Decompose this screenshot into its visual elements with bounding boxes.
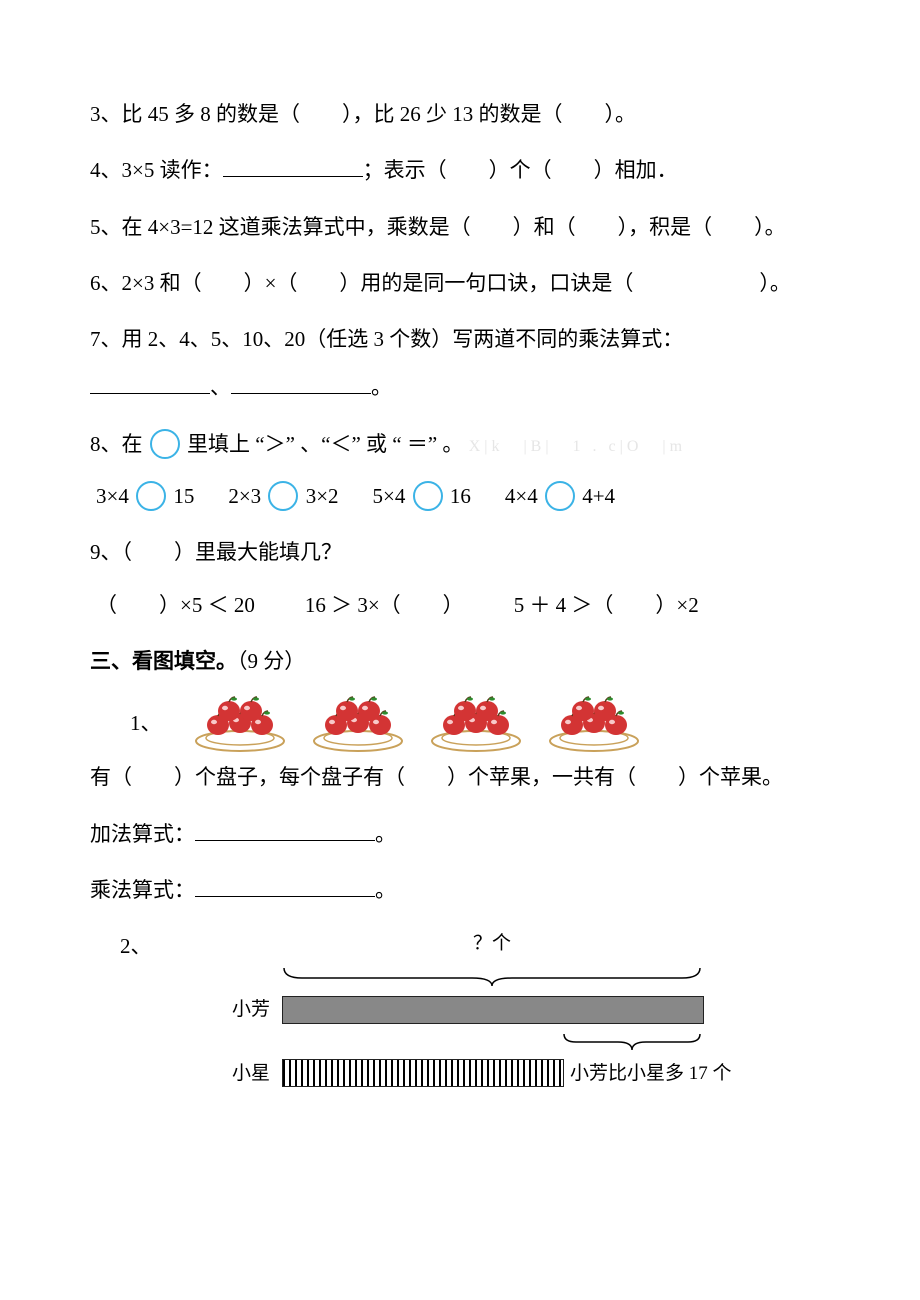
q9-lead: 9、（ ）里最大能填几？ xyxy=(90,528,830,576)
q8-lead-a: 8、在 xyxy=(90,432,143,456)
bar-diff-text: 小芳比小星多 17 个 xyxy=(564,1052,732,1096)
q8-item-c: 5×4 16 xyxy=(373,472,471,520)
q7-end: 。 xyxy=(371,375,392,399)
question-3: 3、比 45 多 8 的数是（ ），比 26 少 13 的数是（ ）。 xyxy=(90,90,830,138)
apple-plate-icon xyxy=(310,693,406,753)
q7-lead: 7、用 2、4、5、10、20（任选 3 个数）写两道不同的乘法算式： xyxy=(90,315,830,363)
q9-row: （ ）×5 ＜ 20 16 ＞ 3×（ ） 5 ＋ 4 ＞（ ）×2 xyxy=(90,581,830,629)
q8-c-left: 5×4 xyxy=(373,484,406,508)
sec3-q2-num: 2、 xyxy=(90,922,210,970)
bar-xing xyxy=(282,1059,564,1087)
bar-diagram: ？个 小芳 小星 xyxy=(210,922,732,1095)
sec3-q1-add: 加法算式： 。 xyxy=(90,810,830,858)
q7-blank-1 xyxy=(90,370,210,394)
q9-item-c: 5 ＋ 4 ＞（ ）×2 xyxy=(514,581,699,629)
mul-end: 。 xyxy=(375,878,396,902)
question-9: 9、（ ）里最大能填几？ （ ）×5 ＜ 20 16 ＞ 3×（ ） 5 ＋ 4… xyxy=(90,528,830,629)
bar-xing-row: 小星 小芳比小星多 17 个 xyxy=(210,1052,732,1096)
sec3-q1-num: 1、 xyxy=(130,699,162,747)
sec3-points: （9 分） xyxy=(237,649,305,673)
q8-c-right: 16 xyxy=(450,484,471,508)
sec3-q1-text: 有（ ）个盘子，每个盘子有（ ）个苹果，一共有（ ）个苹果。 xyxy=(90,753,830,801)
brace-icon xyxy=(282,966,702,986)
sec3-title: 三、看图填空。 xyxy=(90,649,237,673)
bar-top-brace xyxy=(282,966,702,986)
q8-row: 3×4 15 2×3 3×2 5×4 16 4×4 4+4 xyxy=(90,472,830,520)
bar-qmark-row: ？个 xyxy=(210,922,732,966)
question-8: 8、在 里填上 “＞” 、“＜” 或 “ ＝” 。 X|k |B| 1 . c|… xyxy=(90,420,830,521)
question-5: 5、在 4×3=12 这道乘法算式中，乘数是（ ）和（ ），积是（ ）。 xyxy=(90,203,830,251)
circle-icon xyxy=(268,481,298,511)
bar-xing-wrap: 小芳比小星多 17 个 xyxy=(282,1052,732,1096)
q4-blank xyxy=(223,153,363,177)
circle-icon xyxy=(413,481,443,511)
bar-fang-label: 小芳 xyxy=(210,988,282,1032)
apple-plate-icon xyxy=(546,693,642,753)
sec3-q1-figure: 1、 xyxy=(90,693,830,753)
q8-a-right: 15 xyxy=(173,484,194,508)
question-4: 4、3×5 读作： ；表示（ ）个（ ）相加． xyxy=(90,146,830,194)
q7-sep: 、 xyxy=(210,375,231,399)
sec3-q2: 2、 ？个 小芳 xyxy=(90,922,830,1095)
q7-blanks: 、。 xyxy=(90,363,830,411)
sec3-q1-mul: 乘法算式： 。 xyxy=(90,866,830,914)
question-6: 6、2×3 和（ ）×（ ）用的是同一句口诀，口诀是（ ）。 xyxy=(90,259,830,307)
q8-b-left: 2×3 xyxy=(228,484,261,508)
circle-icon xyxy=(150,429,180,459)
q5-text: 5、在 4×3=12 这道乘法算式中，乘数是（ ）和（ ），积是（ ）。 xyxy=(90,215,786,239)
q8-item-a: 3×4 15 xyxy=(96,472,194,520)
q8-d-right: 4+4 xyxy=(582,484,615,508)
add-end: 。 xyxy=(375,822,396,846)
apple-plate-icon xyxy=(192,693,288,753)
bar-qmark: ？个 xyxy=(282,922,702,966)
circle-icon xyxy=(545,481,575,511)
q6-text: 6、2×3 和（ ）×（ ）用的是同一句口诀，口诀是（ ）。 xyxy=(90,271,791,295)
question-7: 7、用 2、4、5、10、20（任选 3 个数）写两道不同的乘法算式： 、。 xyxy=(90,315,830,412)
section-3-heading: 三、看图填空。（9 分） xyxy=(90,637,830,685)
q8-a-left: 3×4 xyxy=(96,484,129,508)
q3-text: 3、比 45 多 8 的数是（ ），比 26 少 13 的数是（ ）。 xyxy=(90,102,636,126)
worksheet-page: 3、比 45 多 8 的数是（ ），比 26 少 13 的数是（ ）。 4、3×… xyxy=(0,0,920,1135)
brace-icon-small xyxy=(562,1032,702,1050)
add-blank xyxy=(195,816,375,840)
q7-blank-2 xyxy=(231,370,371,394)
q8-d-left: 4×4 xyxy=(505,484,538,508)
apple-plates xyxy=(192,693,642,753)
q8-item-b: 2×3 3×2 xyxy=(228,472,338,520)
q8-lead-b: 里填上 “＞” 、“＜” 或 “ ＝” 。 xyxy=(187,432,463,456)
bar-fang-row: 小芳 xyxy=(210,988,732,1032)
q8-item-d: 4×4 4+4 xyxy=(505,472,615,520)
add-label: 加法算式： xyxy=(90,822,195,846)
q8-watermark: X|k |B| 1 . c|O |m xyxy=(469,438,686,455)
mul-blank xyxy=(195,873,375,897)
q8-b-right: 3×2 xyxy=(306,484,339,508)
mul-label: 乘法算式： xyxy=(90,878,195,902)
circle-icon xyxy=(136,481,166,511)
q9-item-b: 16 ＞ 3×（ ） xyxy=(305,581,464,629)
bar-mid-brace-row xyxy=(210,1032,732,1050)
bar-xing-label: 小星 xyxy=(210,1052,282,1096)
bar-fang xyxy=(282,996,704,1024)
q9-item-a: （ ）×5 ＜ 20 xyxy=(96,581,255,629)
q4-text-b: ；表示（ ）个（ ）相加． xyxy=(363,158,678,182)
apple-plate-icon xyxy=(428,693,524,753)
q4-text-a: 4、3×5 读作： xyxy=(90,158,223,182)
